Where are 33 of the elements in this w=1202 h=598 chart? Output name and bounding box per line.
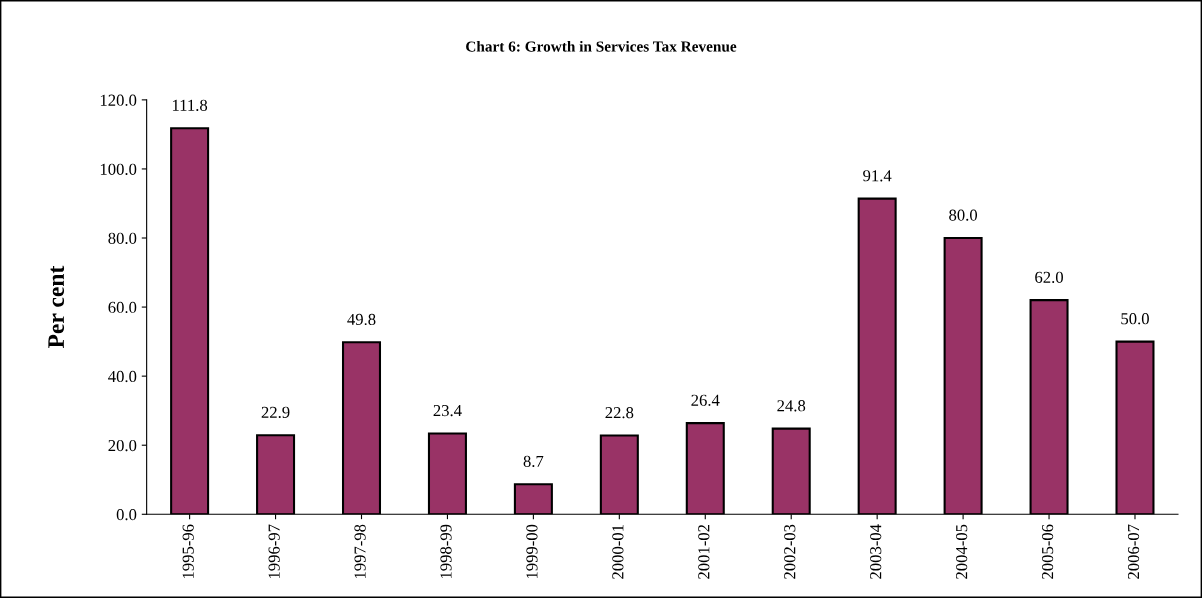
x-tick-label: 1996-97 <box>268 524 280 579</box>
x-tick-label: 2004-05 <box>956 524 968 579</box>
y-tick-label: 0.0 <box>116 508 137 521</box>
x-tick-label: 2000-01 <box>612 525 624 579</box>
data-label: 49.8 <box>347 313 376 326</box>
data-label: 26.4 <box>691 394 720 406</box>
y-tick-label: 120.0 <box>100 94 137 106</box>
data-label: 8.7 <box>523 455 544 468</box>
y-tick-label: 20.0 <box>108 439 137 452</box>
data-label: 23.4 <box>433 404 462 417</box>
data-label: 22.9 <box>261 406 290 418</box>
data-label: 111.8 <box>172 99 208 111</box>
x-tick-label: 2001-02 <box>698 524 710 579</box>
data-label: 50.0 <box>1121 313 1149 325</box>
data-label: 24.8 <box>777 400 806 412</box>
y-tick-label: 80.0 <box>108 232 137 245</box>
y-tick-label: 40.0 <box>108 370 137 383</box>
x-tick-label: 2005-06 <box>1041 524 1054 579</box>
x-tick-label: 2002-03 <box>784 524 796 579</box>
x-tick-label: 1997-98 <box>354 524 366 579</box>
y-axis-title: Per cent <box>48 265 65 349</box>
y-tick-label: 60.0 <box>108 301 137 314</box>
chart-title: Chart 6: Growth in Services Tax Revenue <box>466 40 737 52</box>
data-label: 80.0 <box>949 209 978 221</box>
x-tick-label: 1995-96 <box>182 524 194 579</box>
y-tick-label: 100.0 <box>100 163 137 175</box>
x-tick-label: 1998-99 <box>440 524 452 579</box>
data-label: 91.4 <box>863 170 892 182</box>
data-label: 22.8 <box>605 407 634 419</box>
data-label: 62.0 <box>1035 271 1063 283</box>
x-tick-label: 2003-04 <box>870 524 882 579</box>
x-tick-label: 1999-00 <box>526 524 538 579</box>
x-tick-label: 2006-07 <box>1127 524 1140 579</box>
